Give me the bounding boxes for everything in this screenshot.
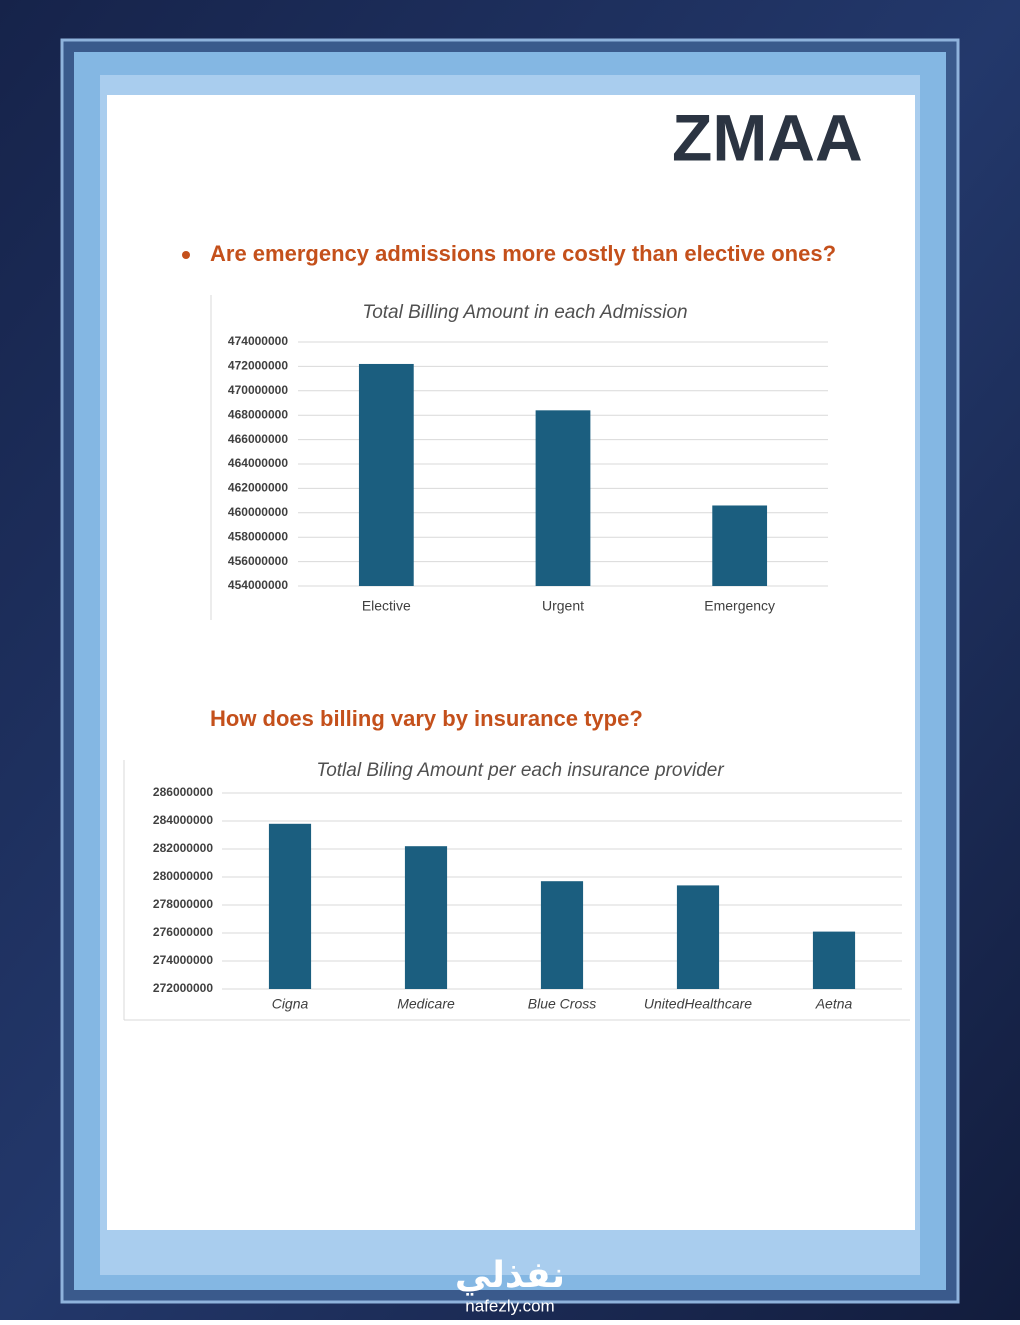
y-tick-label: 286000000 [153, 785, 213, 799]
logo: ZMAA [672, 100, 863, 174]
y-tick-label: 272000000 [153, 981, 213, 995]
y-tick-label: 280000000 [153, 869, 213, 883]
y-tick-label: 460000000 [228, 505, 288, 519]
y-tick-label: 282000000 [153, 841, 213, 855]
bullet [182, 251, 190, 259]
y-tick-label: 462000000 [228, 481, 288, 495]
x-tick-label: UnitedHealthcare [644, 996, 752, 1012]
x-tick-label: Emergency [704, 598, 775, 614]
watermark-site: nafezly.com [465, 1296, 554, 1315]
y-tick-label: 276000000 [153, 925, 213, 939]
watermark-arabic: نفذلي [455, 1255, 565, 1296]
y-tick-label: 472000000 [228, 359, 288, 373]
y-tick-label: 474000000 [228, 334, 288, 348]
y-tick-label: 458000000 [228, 529, 288, 543]
question: How does billing vary by insurance type? [210, 706, 643, 731]
bar [535, 410, 591, 586]
x-tick-label: Medicare [397, 996, 455, 1012]
y-tick-label: 464000000 [228, 456, 288, 470]
x-tick-label: Blue Cross [528, 996, 596, 1012]
bar [268, 823, 312, 989]
bar [676, 885, 720, 989]
question: Are emergency admissions more costly tha… [210, 241, 836, 266]
y-tick-label: 284000000 [153, 813, 213, 827]
y-tick-label: 454000000 [228, 578, 288, 592]
bar [404, 846, 448, 989]
bar [358, 363, 414, 586]
bar [812, 931, 856, 989]
y-tick-label: 456000000 [228, 554, 288, 568]
y-tick-label: 274000000 [153, 953, 213, 967]
x-tick-label: Elective [362, 598, 411, 614]
x-tick-label: Cigna [272, 996, 309, 1012]
bar [712, 505, 768, 586]
bar [540, 881, 584, 989]
y-tick-label: 466000000 [228, 432, 288, 446]
y-tick-label: 278000000 [153, 897, 213, 911]
document [107, 95, 915, 1230]
x-tick-label: Urgent [542, 598, 584, 614]
chart-title: Totlal Biling Amount per each insurance … [316, 760, 724, 781]
y-tick-label: 468000000 [228, 407, 288, 421]
chart-title: Total Billing Amount in each Admission [362, 302, 687, 323]
x-tick-label: Aetna [815, 996, 853, 1012]
y-tick-label: 470000000 [228, 383, 288, 397]
